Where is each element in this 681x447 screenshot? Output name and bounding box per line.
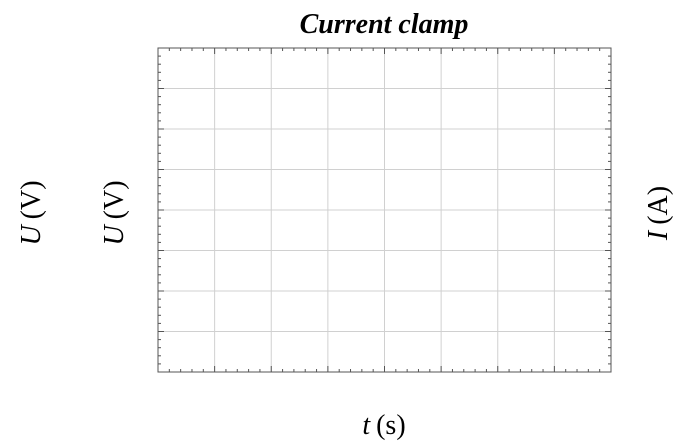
y-axis-left-outer-symbol: U <box>16 224 47 246</box>
x-axis-symbol: t <box>362 410 371 441</box>
y-axis-left-inner-symbol: U <box>99 224 130 246</box>
y-axis-left-outer-unit: (V) <box>16 180 47 219</box>
y-axis-right-symbol: I <box>643 229 674 241</box>
y-axis-label-left-outer: U (V) <box>16 180 47 245</box>
y-axis-label-right: I (A) <box>643 186 674 241</box>
x-axis-label: t (s) <box>362 410 405 441</box>
y-axis-right-unit: (A) <box>643 186 674 225</box>
y-axis-label-left-inner: U (V) <box>99 180 130 245</box>
plot-area-frame <box>157 47 612 373</box>
chart-title: Current clamp <box>300 9 469 40</box>
x-axis-unit: (s) <box>376 410 406 441</box>
y-axis-left-inner-unit: (V) <box>99 180 130 219</box>
grid <box>158 48 611 372</box>
